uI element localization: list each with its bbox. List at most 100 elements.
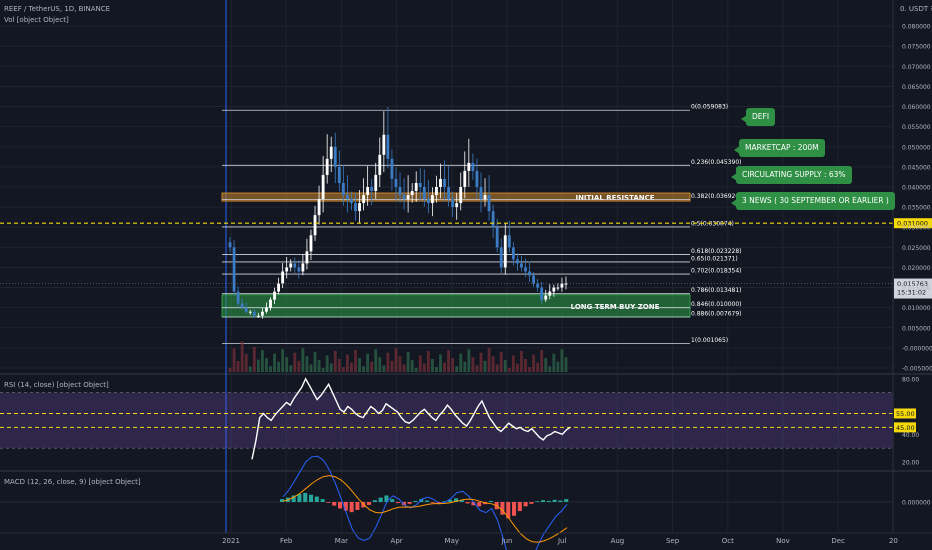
time-tick-label: 20 xyxy=(889,537,898,545)
macd-histogram-bar xyxy=(367,502,372,505)
volume-bar xyxy=(402,364,406,372)
volume-bar xyxy=(345,354,349,372)
macd-tick-label: 0.000000 xyxy=(902,500,931,507)
symbol-title[interactable]: REEF / TetherUS, 1D, BINANCE xyxy=(4,5,111,13)
price-tick-label: 0.025000 xyxy=(902,245,931,252)
volume-bar xyxy=(390,360,394,372)
time-tick-label: Apr xyxy=(391,537,403,545)
macd-histogram-bar xyxy=(471,502,476,506)
price-axis[interactable]: 0.080000 0.075000 0.070000 0.065000 0.060000… xyxy=(892,0,932,533)
volume-bar xyxy=(313,351,317,372)
volume-bar xyxy=(305,356,309,372)
macd-histogram-bar xyxy=(564,499,569,502)
candle-body xyxy=(329,146,333,159)
candle-body xyxy=(309,235,313,252)
price-candles xyxy=(228,106,568,319)
price-tick-label: 0.030000 xyxy=(902,225,931,232)
price-tick-label: 0.015000 xyxy=(902,285,931,292)
volume-bar xyxy=(228,368,232,372)
volume-bar xyxy=(414,368,418,372)
macd-histogram-bar xyxy=(552,499,557,502)
volume-bar xyxy=(248,366,252,372)
volume-bar xyxy=(398,356,402,372)
volume-bar xyxy=(552,353,556,372)
rsi-band xyxy=(0,392,893,449)
time-tick-label: Nov xyxy=(776,537,790,545)
volume-bar xyxy=(556,361,560,372)
rsi-level-tag-text: 45.00 xyxy=(896,424,915,432)
volume-bar xyxy=(430,359,434,372)
annotation-marketcap[interactable]: MARKETCAP : 200M xyxy=(734,139,825,157)
volume-bar xyxy=(236,361,240,372)
macd-histogram-bar xyxy=(343,502,348,511)
time-tick-label: Feb xyxy=(280,537,293,545)
candle-body xyxy=(511,247,515,260)
macd-histogram-bar xyxy=(523,502,528,507)
volume-bar xyxy=(354,350,357,372)
volume-bar xyxy=(503,359,507,372)
candle-body xyxy=(515,259,519,264)
volume-bar xyxy=(495,364,499,372)
rsi-tick-label: 40.00 xyxy=(902,432,919,439)
volume-bar xyxy=(536,362,540,372)
candle-body xyxy=(520,263,523,268)
candle-body xyxy=(386,134,390,159)
candle-body xyxy=(350,199,353,204)
time-axis[interactable]: 2021 Feb Mar Apr May Jun Jul Aug Sep Oct Nov Dec 20 xyxy=(0,532,932,545)
volume-bar xyxy=(487,348,491,372)
candle-body xyxy=(536,283,540,288)
candle-body xyxy=(244,307,248,312)
rsi-legend[interactable]: RSI (14, close) [object Object] xyxy=(4,381,109,389)
currency-label[interactable]: 0. USDT ⁝ xyxy=(900,5,932,13)
rsi-line xyxy=(251,377,571,460)
price-tick-label: 0.075000 xyxy=(902,44,931,51)
price-tick-label: -0.000000 xyxy=(902,345,932,352)
macd-histogram-bar xyxy=(459,500,464,502)
candle-body xyxy=(463,170,467,187)
volume-bar xyxy=(564,357,568,372)
candle-body xyxy=(548,291,552,296)
candle-body xyxy=(325,158,329,175)
volume-bar xyxy=(499,351,503,372)
macd-histogram-bar xyxy=(442,501,447,503)
volume-bar xyxy=(418,355,422,372)
volume-bar xyxy=(337,359,341,372)
candle-body xyxy=(269,299,272,308)
macd-histogram-bar xyxy=(396,502,401,504)
volume-bar xyxy=(544,358,548,372)
price-tick-label: 0.005000 xyxy=(902,325,931,332)
candle-body xyxy=(479,187,483,200)
candle-body xyxy=(285,267,289,272)
rsi-tick-label: 20.00 xyxy=(902,460,919,467)
candle-body xyxy=(467,162,471,171)
volume-legend[interactable]: Vol [object Object] xyxy=(4,16,69,24)
volume-bar xyxy=(483,360,487,372)
pane-dividers xyxy=(0,0,932,533)
volume-bar xyxy=(439,354,442,372)
volume-bar xyxy=(256,359,260,372)
price-tick-label: 0.080000 xyxy=(902,24,931,31)
candle-body xyxy=(443,178,446,187)
macd-histogram-bar xyxy=(413,500,418,502)
volume-bar xyxy=(394,348,398,372)
volume-bar xyxy=(382,365,386,372)
macd-legend[interactable]: MACD (12, 26, close, 9) [object Object] xyxy=(4,478,141,486)
macd-histogram-bar xyxy=(326,502,331,503)
annotation-circulating-supply[interactable]: CIRCULATING SUPPLY : 63% xyxy=(731,166,852,184)
fib-level-label: 0.618(0.023228) xyxy=(691,248,742,255)
candle-body xyxy=(564,283,568,285)
candle-body xyxy=(374,174,378,192)
candle-body xyxy=(252,311,256,316)
annotation-defi[interactable]: DEFI xyxy=(740,108,776,126)
volume-bar xyxy=(252,347,256,372)
price-tick-label: 0.040000 xyxy=(902,185,931,192)
volume-bar xyxy=(366,353,370,372)
volume-bar xyxy=(285,357,289,372)
fib-level-label: 0.702(0.018354) xyxy=(691,268,742,275)
candle-body xyxy=(540,287,544,300)
candle-body xyxy=(362,195,366,204)
annotation-news[interactable]: 3 NEWS ( 30 SEPTEMBER OR EARLIER ) xyxy=(731,192,895,210)
macd-histogram-bar xyxy=(529,502,534,504)
